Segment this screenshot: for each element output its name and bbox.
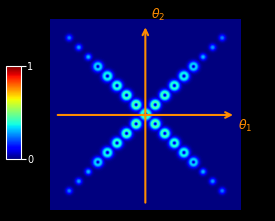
Text: $\theta_1$: $\theta_1$ — [238, 118, 252, 134]
Text: $\theta_2$: $\theta_2$ — [151, 7, 165, 23]
